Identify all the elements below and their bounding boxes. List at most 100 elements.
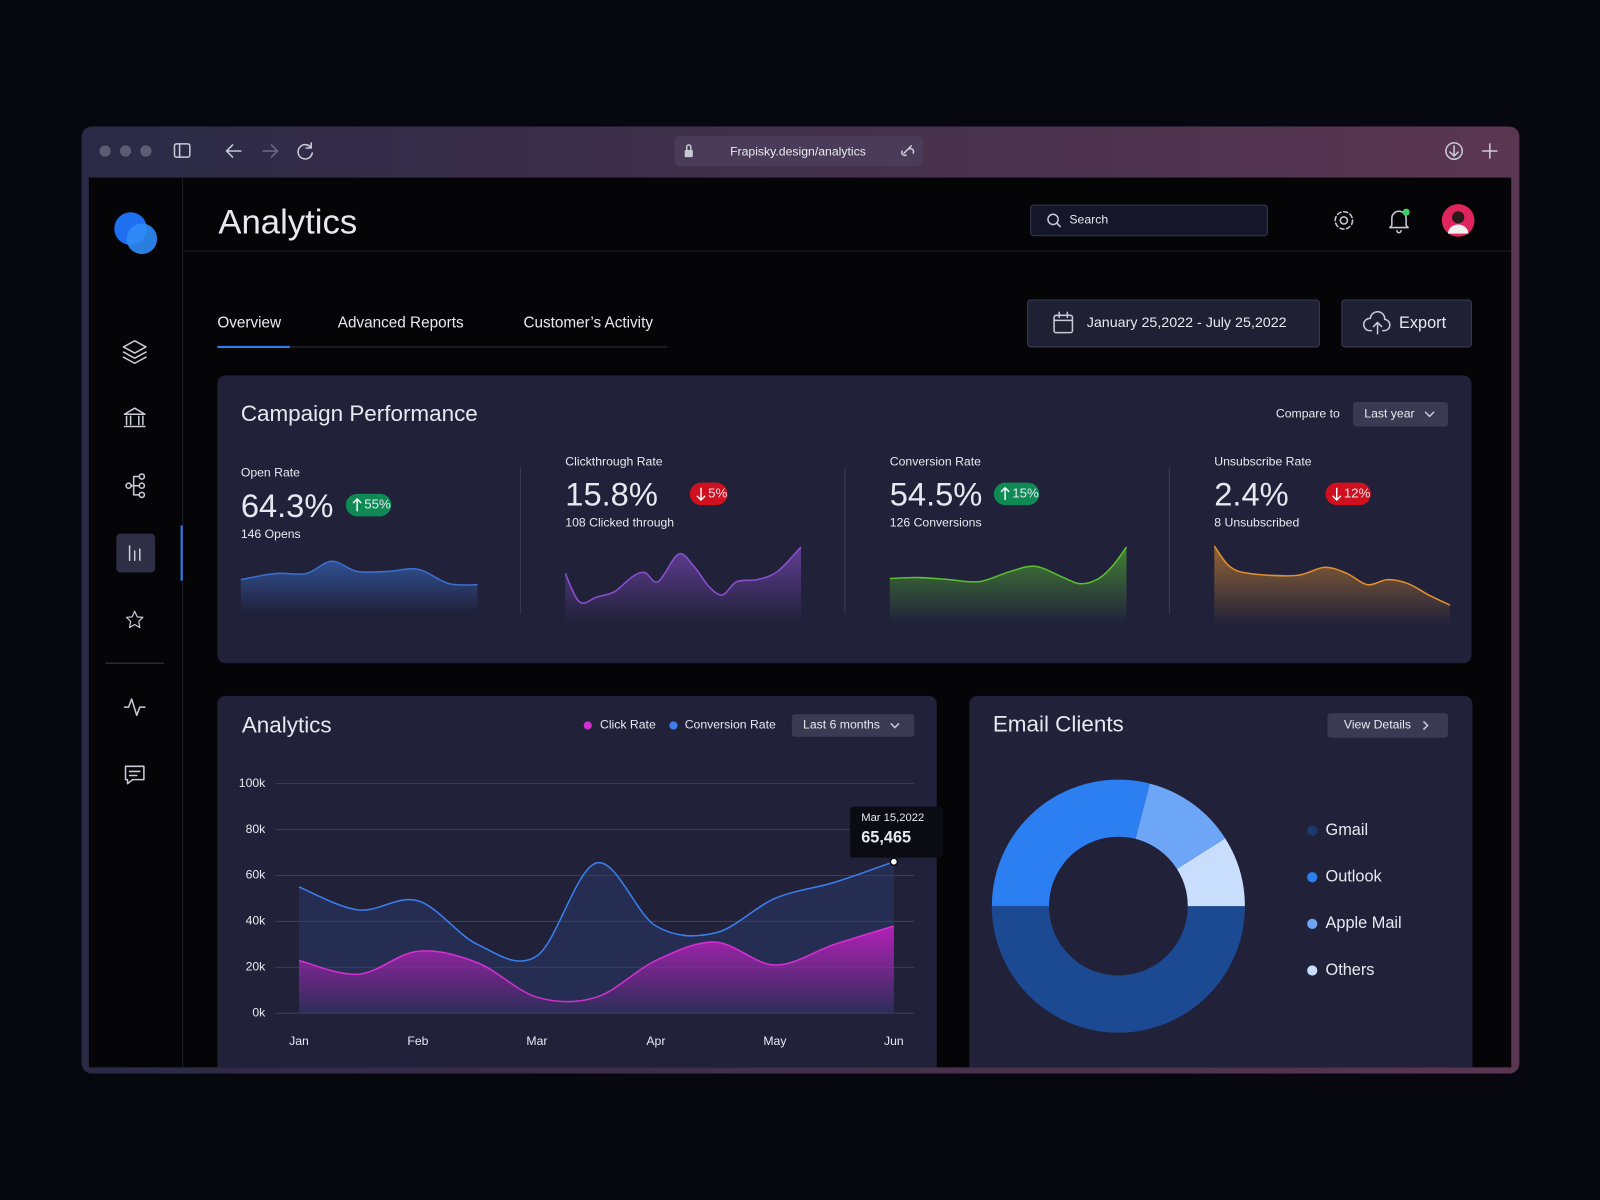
pie-slice [1176,838,1245,907]
compare-label: Compare to [1276,407,1340,421]
legend-label: Click Rate [600,718,656,732]
card-title: Analytics [242,712,332,737]
url-icons [684,144,915,158]
compare-dropdown[interactable] [1353,402,1448,427]
card-title: Email Clients [993,711,1124,736]
trend-arrow [696,487,706,502]
metric-value: 2.4% [1214,476,1288,513]
sparkline [1213,545,1451,606]
page-title: Analytics [218,204,357,242]
change-badge [689,482,728,506]
metric-label: Clickthrough Rate [565,454,662,468]
export-icon [1363,310,1391,335]
legend-dot [669,721,678,730]
legend-dot [1307,965,1318,976]
tooltip-value: 65,465 [861,829,911,847]
calendar-icon [1053,311,1074,334]
export-text: Export [1399,314,1447,332]
button-chevron [1422,720,1429,731]
metric-sub: 108 Clicked through [565,516,674,530]
metric-sub: 8 Unsubscribed [1214,516,1299,530]
sparkline-area [889,546,1127,623]
trend-arrow [1332,487,1342,502]
series-line [298,861,895,962]
legend-dot [1307,825,1318,836]
metric-value: 64.3% [241,487,334,524]
trend-arrow [352,497,362,512]
sparkline-area [565,546,802,623]
date-range-button[interactable] [1027,299,1320,348]
sparkline [564,546,802,604]
x-tick-label: May [763,1034,787,1048]
y-tick-label: 20k [246,960,267,974]
metric-sub: 146 Opens [241,527,301,541]
browser-nav-icons[interactable] [173,142,1498,160]
sidebar-icons[interactable] [105,340,165,785]
x-tick-label: Jun [884,1034,904,1048]
pie-slice [991,906,1245,1033]
x-tick-label: Mar [526,1034,547,1048]
range-value: Last 6 months [803,718,880,732]
notification-icon[interactable] [1389,208,1410,234]
date-range-text: January 25,2022 - July 25,2022 [1087,315,1287,331]
legend-label: Gmail [1326,821,1369,839]
series-area [298,926,894,1014]
url-text: Frapisky.design/analytics [730,144,866,158]
y-tick-label: 100k [239,776,266,790]
tab[interactable]: Customer’s Activity [523,315,653,332]
app: Analytics Search Overview Advanced Report… [105,177,1512,1068]
y-tick-label: 40k [246,914,267,928]
change-value: 15% [1012,485,1039,500]
metric-label: Unsubscribe Rate [1214,454,1311,468]
campaign-title: Campaign Performance [241,401,478,426]
legend-label: Apple Mail [1326,914,1402,932]
sparkline [889,546,1128,585]
tooltip [850,806,943,858]
sparkline-area [240,561,478,613]
settings-icon[interactable] [1334,210,1354,230]
view-details-text: View Details [1344,718,1411,732]
y-tick-label: 0k [252,1005,266,1019]
metric-label: Conversion Rate [890,454,981,468]
search-icon [1047,213,1061,228]
avatar[interactable] [1441,204,1475,237]
tabs: Overview Advanced Reports Customer’s Activ… [217,315,668,348]
window-controls [99,145,152,157]
tab[interactable]: Overview [217,315,282,332]
logo [114,212,158,255]
x-tick-label: Jan [289,1034,309,1048]
range-dropdown[interactable] [791,714,915,737]
tooltip-date: Mar 15,2022 [861,812,924,824]
x-tick-label: Feb [407,1034,428,1048]
legend-dot [1307,872,1318,883]
change-value: 12% [1344,485,1371,500]
compare-value: Last year [1364,407,1414,421]
tooltip-point [889,857,899,867]
metrics: Open Rate 64.3% 55% 146 Opens Clickthrough R… [240,454,1451,625]
series-line [298,925,895,1003]
pie-slice [991,779,1150,907]
y-tick-label: 80k [246,822,267,836]
trend-arrow [1000,486,1010,500]
line-chart: Analytics Click Rate Conversion Rate Last 6… [239,712,943,1048]
legend-label: Others [1326,961,1375,979]
search-placeholder: Search [1069,213,1108,227]
url-bar[interactable] [674,135,924,167]
legend-dot [1307,918,1318,929]
tab[interactable]: Advanced Reports [338,315,464,332]
change-value: 55% [364,497,391,512]
legend-label: Outlook [1326,868,1383,886]
dropdown-chevron [890,722,900,729]
legend-dot [583,721,592,730]
metric-value: 54.5% [890,476,983,513]
pie-chart: Email Clients View Details Gmail Outlook App… [991,711,1448,1033]
metric-sub: 126 Conversions [890,516,982,530]
metric-label: Open Rate [241,466,300,480]
dropdown-chevron [1424,411,1435,418]
search-box[interactable] [1030,204,1268,237]
pie-slice [1135,783,1226,869]
y-tick-label: 60k [246,868,267,882]
view-details-button[interactable] [1327,713,1448,738]
change-value: 5% [708,485,727,500]
